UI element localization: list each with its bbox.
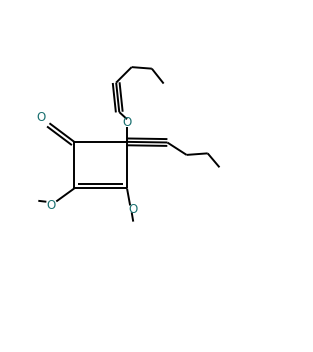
Text: O: O [122,116,132,129]
Text: O: O [46,199,55,212]
Text: O: O [36,111,45,124]
Text: O: O [129,203,138,216]
